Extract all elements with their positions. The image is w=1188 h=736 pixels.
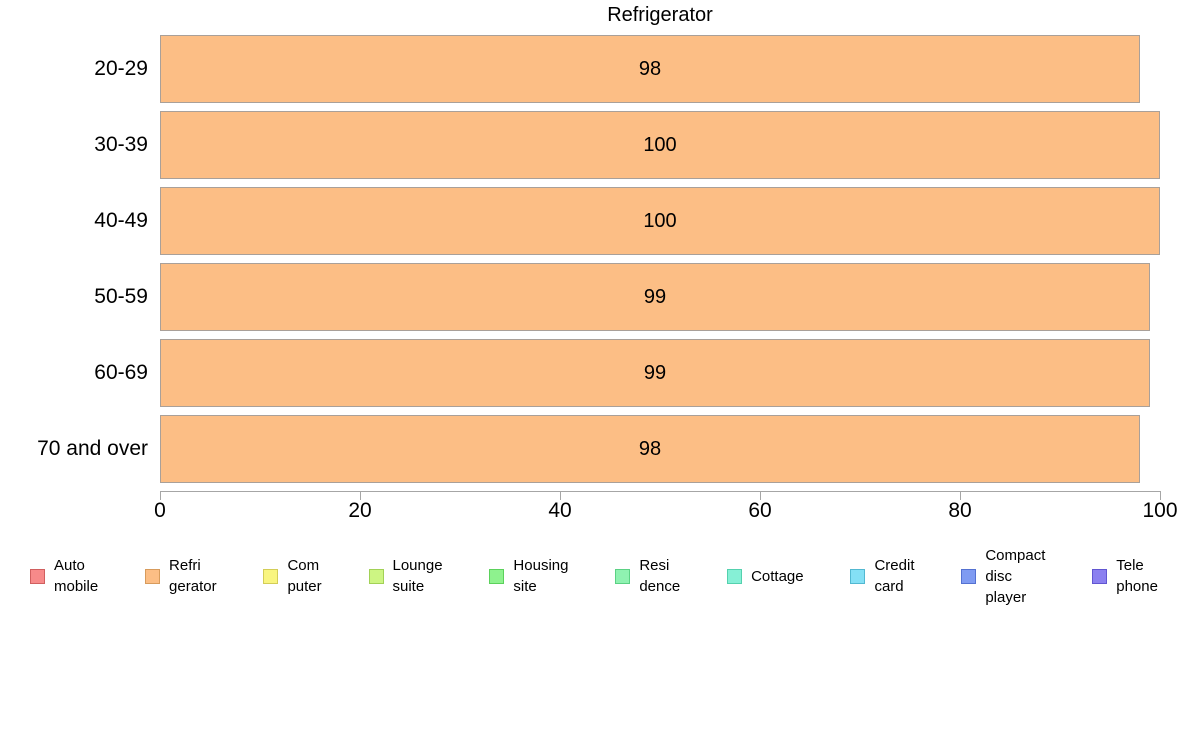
bar-value-label: 99 xyxy=(643,285,667,308)
legend-item-housing-site: Housing site xyxy=(489,555,568,597)
bar-value-label: 99 xyxy=(643,361,667,384)
legend-swatch-icon xyxy=(368,568,384,584)
legend-label: Housing site xyxy=(513,557,569,595)
x-axis: 0 20 40 60 80 100 xyxy=(154,491,1178,522)
legend-swatch-icon xyxy=(145,568,161,584)
legend-swatch-icon xyxy=(961,568,977,584)
legend-label: Com puter xyxy=(287,557,322,595)
bar: 100 xyxy=(160,111,1160,179)
y-axis-label: 70 and over xyxy=(37,437,148,460)
bar-value-label: 100 xyxy=(643,209,677,232)
legend-item-credit-card: Credit card xyxy=(850,555,914,597)
bar-row: 50-59 99 xyxy=(94,263,1160,331)
legend-item-auto-mobile: Auto mobile xyxy=(30,555,98,597)
bar: 100 xyxy=(160,187,1160,255)
x-tick xyxy=(760,491,761,500)
legend-swatch-icon xyxy=(850,568,866,584)
bar: 99 xyxy=(160,263,1150,331)
legend-swatch-icon xyxy=(30,568,45,584)
legend-item-telephone: Tele phone xyxy=(1092,555,1158,597)
legend-label: Auto mobile xyxy=(54,557,99,595)
legend-label: Credit card xyxy=(874,557,915,595)
bar-row: 70 and over 98 xyxy=(37,415,1160,483)
legend-item-computer: Com puter xyxy=(263,555,322,597)
x-tick-label: 60 xyxy=(748,499,772,522)
legend: Auto mobile Refri gerator Com puter Loun… xyxy=(30,543,1158,609)
legend-item-residence: Resi dence xyxy=(615,555,680,597)
x-tick-label: 80 xyxy=(948,499,972,522)
legend-swatch-icon xyxy=(263,568,279,584)
legend-label: Tele phone xyxy=(1116,557,1158,595)
bar: 98 xyxy=(160,415,1140,483)
y-axis-label: 20-29 xyxy=(94,57,148,80)
x-tick xyxy=(560,491,561,500)
y-axis-label: 50-59 xyxy=(94,285,148,308)
x-tick-label: 20 xyxy=(348,499,372,522)
x-tick-label: 40 xyxy=(548,499,572,522)
x-tick xyxy=(360,491,361,500)
legend-swatch-icon xyxy=(727,568,743,584)
bar-value-label: 100 xyxy=(643,133,677,156)
y-axis-label: 40-49 xyxy=(94,209,148,232)
x-tick xyxy=(960,491,961,500)
legend-label: Cottage xyxy=(751,567,804,585)
chart-title: Refrigerator xyxy=(607,4,713,26)
legend-swatch-icon xyxy=(1092,568,1108,584)
x-axis-line xyxy=(160,491,1161,492)
legend-label: Resi dence xyxy=(639,557,681,595)
legend-swatch-icon xyxy=(489,568,505,584)
y-axis-label: 30-39 xyxy=(94,133,148,156)
legend-label: Refri gerator xyxy=(169,557,217,595)
legend-item-refrigerator: Refri gerator xyxy=(145,555,217,597)
bar-row: 40-49 100 xyxy=(94,187,1160,255)
legend-label: Compact disc player xyxy=(985,546,1046,606)
bar-row: 20-29 98 xyxy=(94,35,1160,103)
y-axis-label: 60-69 xyxy=(94,361,148,384)
plot-area: 20-29 98 30-39 100 40-49 100 50-59 99 60… xyxy=(37,35,1160,483)
bar-value-label: 98 xyxy=(638,57,662,80)
legend-label: Lounge suite xyxy=(392,557,443,595)
bar-row: 30-39 100 xyxy=(94,111,1160,179)
x-tick xyxy=(1160,491,1161,500)
bar-value-label: 98 xyxy=(638,437,662,460)
x-tick-label: 0 xyxy=(154,499,166,522)
legend-item-cottage: Cottage xyxy=(727,566,804,587)
bar-row: 60-69 99 xyxy=(94,339,1160,407)
legend-item-compact-disc-player: Compact disc player xyxy=(961,545,1045,608)
legend-swatch-icon xyxy=(615,568,631,584)
x-tick-label: 100 xyxy=(1142,499,1178,522)
bar: 99 xyxy=(160,339,1150,407)
x-tick xyxy=(160,491,161,500)
legend-item-lounge-suite: Lounge suite xyxy=(368,555,443,597)
bar: 98 xyxy=(160,35,1140,103)
